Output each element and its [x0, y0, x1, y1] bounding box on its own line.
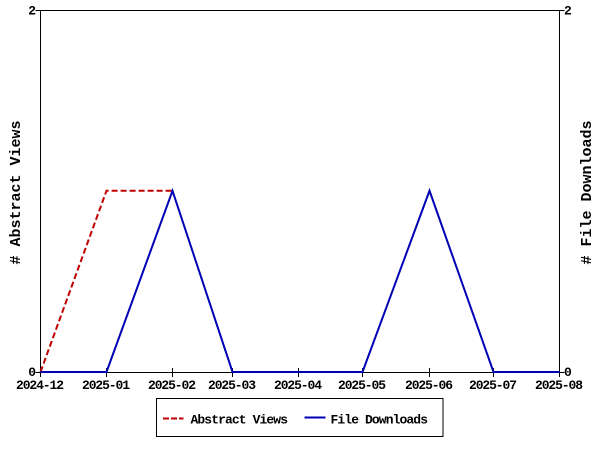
svg-text:2025-08: 2025-08 [535, 378, 583, 393]
svg-text:2: 2 [28, 4, 36, 19]
svg-text:2024-12: 2024-12 [16, 378, 64, 393]
svg-text:2025-02: 2025-02 [148, 378, 196, 393]
svg-text:2025-04: 2025-04 [274, 378, 322, 393]
svg-text:0: 0 [564, 365, 572, 380]
svg-text:0: 0 [28, 365, 36, 380]
svg-text:2025-07: 2025-07 [469, 378, 517, 393]
svg-text:# Abstract Views: # Abstract Views [8, 121, 25, 265]
svg-text:2025-06: 2025-06 [405, 378, 453, 393]
svg-text:# File Downloads: # File Downloads [579, 121, 596, 265]
svg-text:2025-03: 2025-03 [208, 378, 256, 393]
svg-text:2: 2 [564, 4, 572, 19]
svg-text:File Downloads: File Downloads [331, 413, 429, 428]
svg-text:2025-01: 2025-01 [82, 378, 130, 393]
svg-text:2025-05: 2025-05 [338, 378, 386, 393]
svg-text:Abstract Views: Abstract Views [191, 413, 289, 428]
